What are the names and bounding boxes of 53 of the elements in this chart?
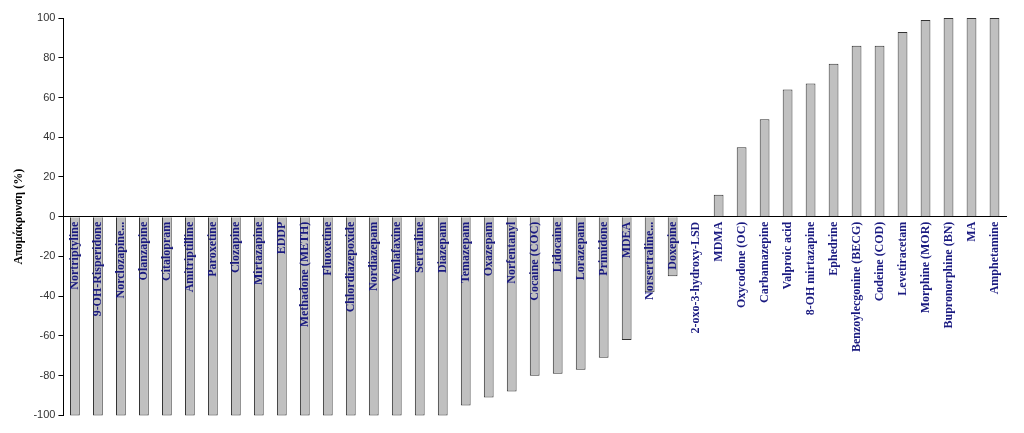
x-tick-label: Clozapine: [227, 221, 242, 274]
x-tick-label: Codeine (COD): [871, 221, 886, 302]
y-axis-title: Απομάκρυνση (%): [11, 168, 26, 265]
y-tick-label: 40: [43, 130, 56, 143]
x-tick-label: Sertraline: [411, 221, 426, 274]
x-tick-label: Norfentanyl: [503, 221, 518, 284]
x-tick-label: Valproic acid: [779, 221, 794, 290]
x-tick-label: 2-oxo-3-hydroxy-LSD: [687, 221, 702, 334]
x-tick-label: 9-OH-Risperidone: [89, 221, 104, 317]
x-tick-label: Carbamazepine: [756, 221, 771, 304]
x-tick-label: Oxycodone (OC): [733, 221, 748, 309]
x-tick-label: Levetiracetam: [894, 221, 909, 296]
x-tick-label: Lidocaine: [549, 221, 564, 273]
x-tick-label: Ephedrine: [825, 221, 840, 276]
x-tick-label: Nortriptyline: [67, 221, 81, 290]
y-tick-label: 80: [43, 50, 56, 63]
x-tick-label: Cocaine (COC): [526, 221, 541, 301]
x-tick-label: Amitriptilline: [181, 221, 196, 293]
x-tick-label: MDMA: [710, 221, 725, 262]
x-tick-label: Bupronorphine (BN): [940, 221, 955, 329]
x-tick-label: MA: [963, 221, 978, 242]
x-tick-label: Primidone: [595, 221, 610, 276]
x-tick-label: Lorazepam: [572, 221, 587, 281]
x-tick-label: MDEA: [618, 221, 633, 259]
x-tick-label: Venlafaxine: [388, 221, 403, 282]
x-tick-label: Methadone (METH): [296, 221, 311, 328]
y-tick-label: 100: [37, 11, 56, 24]
x-tick-label: Norsertraline...: [641, 221, 656, 301]
x-tick-label: Chlordiazepoxide: [342, 221, 357, 313]
y-tick-label: -20: [39, 249, 56, 262]
x-tick-label: 8-OH mirtazapine: [802, 221, 817, 316]
x-tick-label: Diazepam: [434, 221, 449, 274]
y-tick-label: -40: [39, 289, 56, 302]
x-tick-label: Oxazepam: [480, 221, 495, 277]
y-tick-label: -100: [33, 408, 56, 421]
x-tick-label: Morphine (MOR): [917, 221, 932, 314]
y-tick-label: 20: [43, 169, 56, 182]
y-tick-label: 0: [49, 209, 56, 222]
x-tick-label: Citalopram: [158, 221, 173, 282]
x-tick-label: Temazepam: [457, 221, 472, 284]
x-tick-label: Mirtazapine: [250, 221, 265, 286]
x-tick-label: Olanzapine: [135, 221, 150, 281]
x-tick-label: Doxepine: [664, 221, 679, 270]
y-tick-label: -60: [39, 328, 56, 341]
x-tick-label: Paroxetine: [204, 221, 219, 277]
x-tick-label: Amphetamine: [986, 221, 1001, 295]
x-tick-label: EDDP: [273, 221, 288, 255]
y-tick-label: 60: [43, 90, 56, 103]
x-tick-label: Norclozapine...: [112, 221, 127, 299]
y-tick-label: -80: [39, 368, 56, 381]
x-tick-label: Nordiazepam: [365, 221, 380, 292]
x-tick-label: Benzoylecgonine (BECG): [848, 221, 863, 353]
x-tick-label: Fluoxetine: [319, 221, 334, 276]
